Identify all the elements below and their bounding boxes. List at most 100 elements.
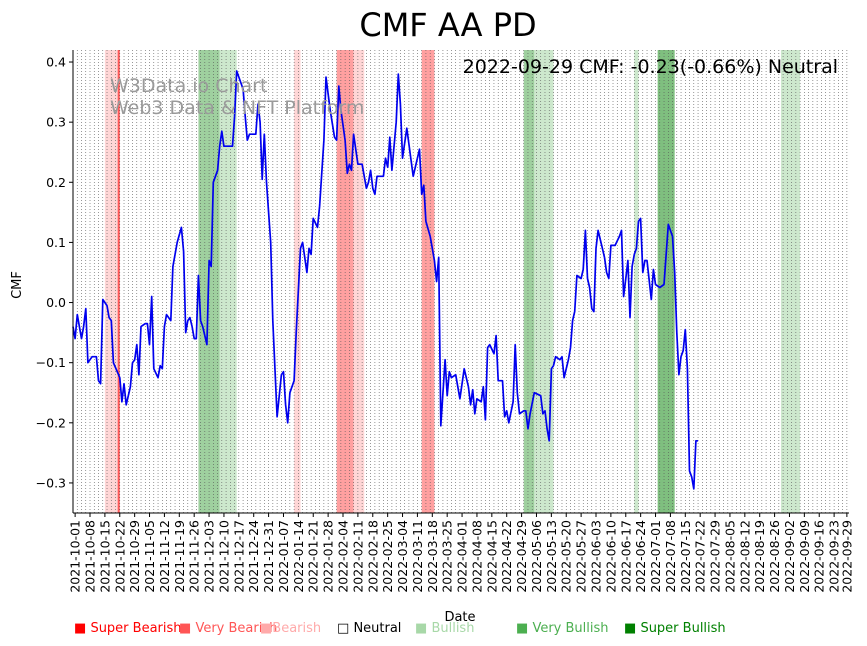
legend-swatch: ■	[179, 621, 192, 636]
watermark-line-1: W3Data.io Chart	[110, 75, 267, 97]
legend-item-neutral: □ Neutral	[337, 621, 401, 636]
x-tick-label: 2022-04-08	[469, 520, 484, 593]
x-tick-label: 2022-02-11	[350, 520, 365, 593]
legend-item-super-bearish: ■ Super Bearish	[74, 621, 182, 636]
legend-label: Bearish	[272, 621, 322, 636]
signal-bands	[104, 50, 801, 513]
x-tick-label: 2021-11-19	[172, 520, 187, 593]
band-bearish	[353, 50, 365, 513]
band-bullish	[219, 50, 237, 513]
x-tick-label: 2022-09-16	[812, 520, 827, 593]
x-tick-label: 2022-03-25	[440, 520, 455, 593]
x-tick-label: 2021-10-22	[112, 520, 127, 593]
x-tick-label: 2022-02-18	[365, 520, 380, 593]
x-tick-label: 2022-08-19	[752, 520, 767, 593]
y-tick-label: 0.3	[46, 115, 66, 130]
x-tick-label: 2022-03-11	[410, 520, 425, 593]
band-bullish	[534, 50, 554, 513]
x-tick-label: 2022-05-13	[544, 520, 559, 593]
x-tick-label: 2021-10-01	[68, 520, 83, 593]
x-tick-label: 2022-01-28	[321, 520, 336, 593]
x-tick-label: 2022-05-20	[559, 520, 574, 593]
band-super-bullish	[657, 50, 675, 513]
y-tick-label: 0.1	[46, 235, 66, 250]
band-bullish	[780, 50, 801, 513]
x-tick-label: 2022-06-24	[633, 520, 648, 593]
x-tick-label: 2022-08-26	[767, 520, 782, 593]
cmf-series-line	[72, 70, 699, 490]
x-tick-label: 2022-02-04	[336, 520, 351, 593]
x-tick-label: 2021-11-26	[187, 520, 202, 593]
legend-item-bullish: ■ Bullish	[415, 621, 474, 636]
x-tick-label: 2022-04-22	[499, 520, 514, 593]
x-tick-label: 2022-07-22	[693, 520, 708, 593]
y-tick-label: −0.1	[36, 355, 66, 370]
y-tick-label: 0.0	[46, 295, 66, 310]
x-tick-label: 2022-09-23	[827, 520, 842, 593]
chart-title: CMF AA PD	[359, 6, 536, 44]
x-axis-label: Date	[444, 610, 475, 625]
latest-value-annotation: 2022-09-29 CMF: -0.23(-0.66%) Neutral	[463, 56, 838, 78]
y-axis-label: CMF	[10, 271, 25, 299]
legend-item-very-bearish: ■ Very Bearish	[179, 621, 277, 636]
series-layer	[72, 70, 699, 490]
x-tick-label: 2022-01-21	[306, 520, 321, 593]
x-tick-label: 2021-12-31	[261, 520, 276, 593]
x-tick-label: 2021-10-15	[97, 520, 112, 593]
legend-label: Very Bullish	[532, 621, 609, 636]
x-tick-label: 2022-09-02	[782, 520, 797, 593]
x-tick-label: 2022-04-29	[514, 520, 529, 593]
x-tick-label: 2022-08-05	[722, 520, 737, 593]
x-tick-label: 2022-07-15	[678, 520, 693, 593]
band-super-bearish	[117, 50, 120, 513]
x-tick-label: 2022-06-03	[589, 520, 604, 593]
x-tick-label: 2021-10-08	[83, 520, 98, 593]
y-tick-label: 0.4	[46, 55, 66, 70]
legend-label: Neutral	[353, 621, 402, 636]
legend-item-super-bullish: ■ Super Bullish	[624, 621, 726, 636]
legend-label: Bullish	[431, 621, 475, 636]
x-tick-label: 2022-09-09	[797, 520, 812, 593]
band-bullish	[634, 50, 639, 513]
x-tick-label: 2022-07-01	[648, 520, 663, 593]
legend: ■ Super Bearish ■ Very Bearish ■Bearish …	[74, 621, 864, 637]
x-tick-label: 2022-03-04	[395, 520, 410, 593]
band-very-bearish	[421, 50, 435, 513]
x-tick-label: 2022-01-14	[291, 520, 306, 593]
legend-swatch: ■	[624, 621, 637, 636]
x-tick-label: 2022-01-07	[276, 520, 291, 593]
legend-swatch: ■	[415, 621, 428, 636]
x-tick-label: 2021-12-17	[231, 520, 246, 593]
legend-label: Super Bearish	[90, 621, 182, 636]
x-tick-label: 2022-04-01	[455, 520, 470, 593]
legend-swatch: ■	[74, 621, 87, 636]
legend-swatch: ■	[516, 621, 529, 636]
legend-item-very-bullish: ■ Very Bullish	[516, 621, 609, 636]
x-tick-label: 2021-12-03	[202, 520, 217, 593]
x-tick-label: 2022-05-06	[529, 520, 544, 593]
y-tick-label: −0.2	[36, 415, 66, 430]
legend-item-bearish: ■Bearish	[260, 621, 321, 636]
y-tick-label: −0.3	[36, 475, 66, 490]
x-tick-label: 2022-08-12	[737, 520, 752, 593]
x-tick-label: 2021-11-12	[157, 520, 172, 593]
legend-label: Very Bearish	[195, 621, 278, 636]
x-tick-label: 2022-02-25	[380, 520, 395, 593]
x-tick-label: 2021-12-24	[246, 520, 261, 593]
legend-label: Super Bullish	[640, 621, 726, 636]
x-tick-label: 2022-06-10	[603, 520, 618, 593]
x-tick-label: 2021-10-29	[127, 520, 142, 593]
x-tick-label: 2022-03-18	[425, 520, 440, 593]
x-tick-label: 2022-07-08	[663, 520, 678, 593]
x-tick-label: 2022-07-29	[708, 520, 723, 593]
x-tick-label: 2021-12-10	[216, 520, 231, 593]
x-tick-label: 2022-09-29	[839, 520, 854, 593]
x-tick-label: 2022-06-17	[618, 520, 633, 593]
band-bearish	[294, 50, 301, 513]
x-tick-label: 2022-04-15	[484, 520, 499, 593]
y-tick-label: 0.2	[46, 175, 66, 190]
x-tick-label: 2021-11-05	[142, 520, 157, 593]
x-tick-label: 2022-05-27	[574, 520, 589, 593]
